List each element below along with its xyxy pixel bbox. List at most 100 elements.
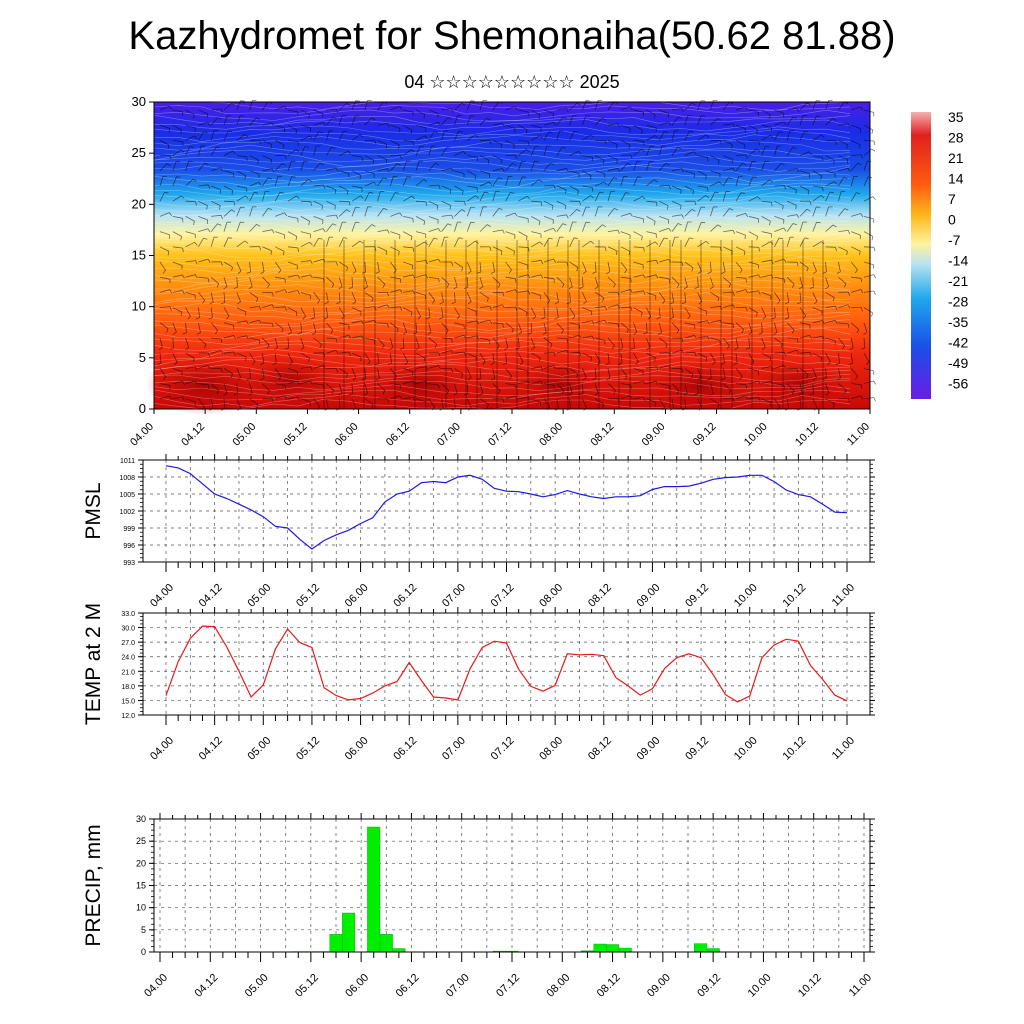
wind-barb-flag [773, 332, 778, 335]
wind-barb [633, 290, 644, 293]
wind-barb-flag [447, 117, 452, 120]
wind-barb [684, 277, 688, 288]
wind-barb [556, 292, 559, 303]
wind-barb-flag [540, 381, 544, 385]
wind-barb [697, 240, 707, 248]
wind-barb-flag [841, 345, 846, 350]
wind-barb-flag [540, 201, 543, 207]
wind-barb-flag [637, 176, 642, 178]
wind-barb-flag [284, 155, 287, 160]
wind-barb [825, 305, 836, 308]
wind-barb-flag [310, 260, 313, 265]
wind-barb [428, 276, 439, 279]
wind-barb [543, 292, 551, 301]
wind-barb [812, 292, 818, 302]
wind-barb-flag [677, 223, 682, 226]
wind-barb [582, 115, 587, 126]
wind-barb-flag [500, 250, 503, 255]
wind-barb [594, 117, 603, 126]
wind-barb-flag [871, 129, 874, 134]
wind-barb-flag [400, 306, 403, 311]
wind-barb [838, 322, 849, 325]
wind-barb-flag [423, 357, 426, 362]
x-tick-label: 09.00 [635, 735, 663, 763]
wind-barb-flag [369, 191, 374, 194]
wind-barb-flag [432, 300, 436, 304]
wind-barb [403, 124, 413, 131]
wind-barb-flag [233, 286, 238, 289]
x-tick-label: 09.12 [691, 421, 719, 449]
wind-barb [556, 214, 567, 217]
wind-barb [313, 398, 320, 408]
wind-barb-flag [741, 329, 744, 334]
wind-barb-flag [490, 271, 495, 274]
wind-barb [505, 383, 516, 386]
wind-barb-flag [385, 144, 388, 149]
wind-barb-flag [207, 122, 211, 127]
wind-barb [198, 216, 208, 221]
x-tick-label: 08.00 [537, 735, 565, 763]
wind-barb [454, 307, 461, 317]
wind-barb-flag [348, 351, 352, 356]
wind-barb [339, 322, 349, 326]
y-axis-title: PMSL [82, 482, 105, 539]
wind-barb-flag [835, 306, 838, 310]
wind-barb [633, 322, 638, 333]
wind-barb [159, 353, 162, 364]
wind-barb [787, 107, 798, 111]
wind-barb-flag [813, 301, 818, 305]
wind-barb [556, 117, 564, 126]
wind-barb [441, 349, 452, 354]
wind-barb-flag [209, 301, 214, 305]
wind-barb [428, 307, 431, 318]
wind-barb-flag [321, 205, 323, 210]
wind-barb-flag [681, 262, 684, 267]
wind-barb-flag [667, 205, 669, 210]
wind-barb [697, 195, 707, 202]
wind-barb-flag [451, 108, 454, 113]
wind-barb-flag [423, 221, 426, 226]
wind-barb [761, 241, 771, 248]
wind-barb [582, 206, 587, 217]
wind-barb [274, 176, 279, 187]
wind-barb-flag [310, 317, 315, 320]
wind-barb-flag [451, 302, 456, 305]
wind-barb [697, 277, 699, 288]
wind-barb-flag [717, 403, 720, 408]
wind-barb [185, 216, 195, 222]
wind-barb [620, 192, 627, 202]
wind-barb [748, 176, 754, 187]
wind-barb-flag [669, 301, 674, 305]
wind-barb-flag [438, 278, 440, 283]
wind-barb-flag [860, 347, 865, 350]
wind-barb-flag [167, 144, 170, 149]
wind-barb [159, 231, 170, 236]
wind-barb-flag [872, 196, 876, 200]
wind-barb [505, 276, 516, 280]
wind-barb [287, 322, 292, 333]
wind-barb [505, 176, 509, 187]
wind-barb [582, 352, 592, 358]
wind-barb [454, 398, 456, 409]
wind-barb [185, 161, 189, 171]
wind-barb-flag [288, 331, 292, 335]
wind-barb [236, 368, 242, 378]
wind-barb-flag [297, 247, 299, 252]
wind-barb [415, 241, 425, 248]
wind-barb [185, 274, 196, 278]
wind-barb-flag [795, 189, 797, 194]
wind-barb-flag [835, 247, 837, 252]
wind-barb-flag [187, 316, 191, 320]
wind-barb [326, 398, 329, 409]
wind-barb [710, 353, 716, 363]
wind-barb-flag [302, 316, 306, 320]
wind-barb [774, 227, 784, 232]
wind-barb-flag [692, 190, 695, 195]
wind-barb-flag [769, 357, 771, 362]
wind-barb [300, 352, 310, 359]
wind-barb [863, 307, 873, 314]
wind-barb [556, 322, 564, 331]
wind-barb [415, 274, 426, 278]
wind-barb-flag [769, 221, 771, 226]
x-tick-label: 11.00 [830, 735, 857, 762]
